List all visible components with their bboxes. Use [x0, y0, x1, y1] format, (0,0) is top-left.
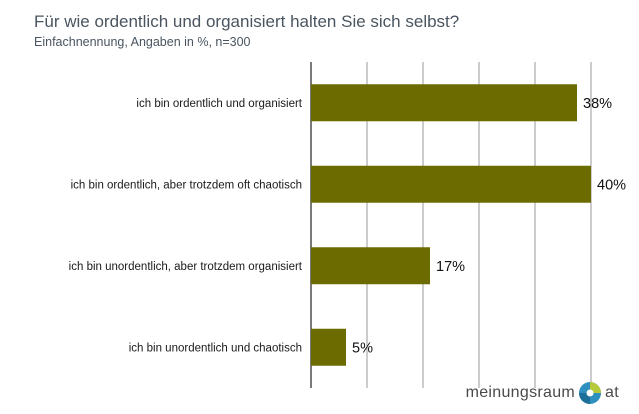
data-label: 5% [352, 340, 373, 356]
category-label: ich bin ordentlich und organisiert [136, 98, 302, 110]
bar [311, 247, 430, 285]
data-label: 38% [583, 96, 612, 112]
logo-text-left: meinungsraum [465, 384, 576, 401]
bar [311, 328, 346, 366]
bar [311, 84, 577, 122]
globe-icon [579, 382, 602, 404]
logo-text-right: at [605, 384, 619, 401]
chart-title: Für wie ordentlich und organisiert halte… [34, 12, 460, 31]
category-label: ich bin unordentlich und chaotisch [129, 342, 302, 354]
data-label: 40% [597, 177, 626, 193]
category-label: ich bin ordentlich, aber trotzdem oft ch… [71, 179, 302, 191]
data-label: 17% [436, 259, 465, 275]
bar [311, 165, 591, 203]
category-label: ich bin unordentlich, aber trotzdem orga… [69, 261, 303, 273]
meinungsraum-logo: meinungsraum at [466, 380, 619, 406]
chart-subtitle: Einfachnennung, Angaben in %, n=300 [34, 35, 251, 49]
